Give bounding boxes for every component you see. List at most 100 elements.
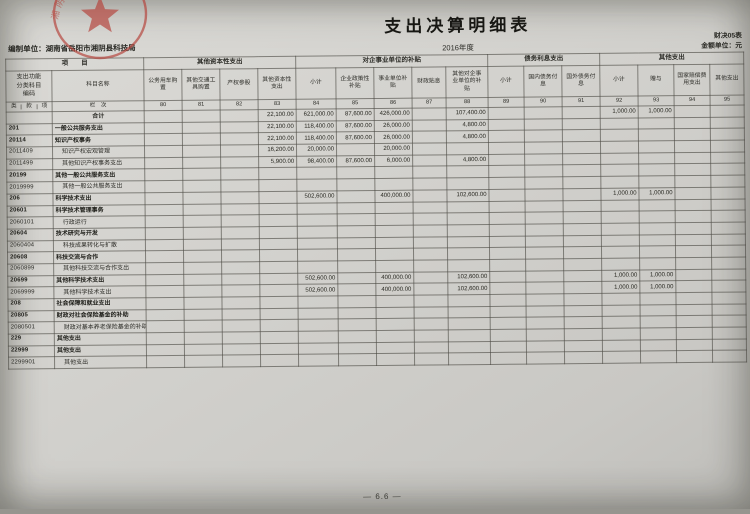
amount-cell bbox=[562, 164, 601, 177]
amount-cell bbox=[338, 307, 377, 320]
subject-name-cell: 财政对基本养老保险基金的补助 bbox=[54, 321, 147, 334]
amount-cell: 5,900.00 bbox=[258, 156, 297, 169]
amount-cell bbox=[183, 261, 222, 275]
amount-cell bbox=[375, 295, 415, 308]
column-number-cell: 92 bbox=[600, 96, 639, 107]
amount-cell: 400,000.00 bbox=[375, 271, 414, 284]
subject-code-cell: 229 bbox=[8, 333, 55, 346]
column-header: 国外债务付息 bbox=[561, 65, 601, 97]
amount-cell bbox=[675, 292, 713, 305]
amount-cell bbox=[376, 330, 415, 343]
amount-cell: 22,100.00 bbox=[258, 109, 297, 122]
amount-cell bbox=[221, 261, 260, 274]
table-body: 合计 22,100.00 621,000.00 87,600.00 426,000.00… bbox=[6, 104, 747, 370]
subject-code-cell: 20699 bbox=[7, 275, 54, 288]
amount-cell bbox=[448, 306, 491, 319]
amount-cell: 87,600.00 bbox=[336, 120, 375, 133]
amount-cell bbox=[222, 343, 261, 356]
amount-cell bbox=[413, 271, 448, 284]
amount-cell bbox=[183, 273, 222, 286]
amount-cell bbox=[489, 223, 526, 237]
subject-name-cell: 其他支出 bbox=[54, 332, 147, 346]
amount-cell bbox=[144, 157, 183, 170]
amount-cell bbox=[413, 201, 448, 214]
amount-cell bbox=[674, 128, 711, 141]
amount-cell bbox=[711, 291, 747, 305]
amount-cell bbox=[602, 316, 641, 329]
amount-cell bbox=[676, 339, 713, 352]
amount-cell bbox=[447, 236, 490, 249]
form-meta: 财决05表 金额单位：元 bbox=[701, 32, 742, 52]
amount-cell bbox=[711, 210, 746, 223]
subject-name-cell: 科学技术管理事务 bbox=[53, 204, 146, 217]
column-number-cell: 85 bbox=[336, 98, 375, 109]
amount-cell: 502,600.00 bbox=[296, 190, 338, 203]
amount-cell bbox=[297, 214, 338, 227]
subject-code-cell: 20114 bbox=[6, 135, 53, 148]
subject-name-cell: 行政运行 bbox=[53, 215, 146, 229]
subject-name-cell: 其他科技交流与合作支出 bbox=[53, 262, 146, 276]
amount-cell bbox=[602, 339, 641, 352]
amount-cell: 1,000.00 bbox=[600, 106, 639, 119]
amount-cell bbox=[145, 238, 184, 252]
amount-cell bbox=[447, 212, 490, 225]
amount-cell: 26,000.00 bbox=[374, 119, 413, 132]
amount-cell bbox=[675, 257, 712, 270]
code-sub-label: 款 bbox=[20, 103, 37, 110]
amount-cell bbox=[675, 233, 712, 246]
amount-cell bbox=[447, 200, 490, 214]
amount-cell bbox=[260, 354, 299, 367]
amount-cell bbox=[375, 225, 414, 238]
subject-code-cell: 20608 bbox=[7, 251, 54, 265]
amount-cell: 6,000.00 bbox=[374, 154, 413, 167]
amount-cell bbox=[674, 105, 711, 118]
column-label: 企业政策性补贴 bbox=[340, 75, 370, 90]
amount-cell bbox=[145, 250, 184, 263]
subject-name-cell: 知识产权宏观管理 bbox=[52, 145, 145, 159]
amount-cell bbox=[413, 236, 448, 249]
amount-cell bbox=[412, 142, 447, 155]
amount-cell bbox=[446, 177, 489, 190]
amount-cell bbox=[336, 178, 375, 191]
amount-cell: 1,000.00 bbox=[601, 281, 640, 294]
amount-cell bbox=[221, 284, 260, 298]
amount-cell bbox=[447, 294, 491, 307]
amount-cell bbox=[413, 294, 449, 307]
amount-cell bbox=[489, 294, 527, 307]
amount-cell bbox=[182, 145, 221, 158]
amount-cell bbox=[376, 306, 415, 319]
amount-cell bbox=[674, 163, 711, 176]
amount-cell bbox=[259, 226, 298, 239]
amount-cell bbox=[220, 144, 259, 157]
amount-cell bbox=[376, 318, 415, 331]
amount-cell: 107,400.00 bbox=[446, 107, 489, 120]
code-sub-split: 类款项 bbox=[7, 102, 52, 111]
amount-cell bbox=[601, 293, 641, 306]
seal-ring bbox=[52, 0, 148, 60]
amount-cell: 118,400.00 bbox=[296, 120, 337, 133]
amount-cell: 22,100.00 bbox=[258, 120, 297, 134]
amount-cell bbox=[601, 234, 640, 247]
amount-cell bbox=[600, 164, 639, 177]
amount-cell bbox=[337, 225, 376, 238]
amount-cell bbox=[674, 152, 711, 165]
column-label: 其他资本性支出 bbox=[262, 76, 292, 91]
amount-cell bbox=[600, 129, 639, 142]
code-sub-label: 项 bbox=[36, 103, 52, 110]
amount-cell bbox=[412, 131, 447, 144]
amount-cell bbox=[525, 200, 564, 213]
amount-cell bbox=[601, 222, 640, 235]
amount-cell bbox=[675, 280, 712, 293]
amount-cell: 22,100.00 bbox=[258, 132, 297, 145]
amount-cell bbox=[221, 296, 261, 309]
amount-cell bbox=[413, 259, 448, 272]
column-label: 小计 bbox=[613, 77, 625, 84]
column-header: 事业单位补贴 bbox=[373, 67, 413, 99]
amount-cell bbox=[563, 293, 603, 306]
amount-cell: 87,600.00 bbox=[336, 108, 375, 121]
page-number: — 6.6 — bbox=[363, 491, 402, 502]
column-header: 公务用车购置 bbox=[143, 69, 183, 101]
amount-cell bbox=[298, 330, 339, 344]
amount-cell bbox=[710, 140, 745, 153]
